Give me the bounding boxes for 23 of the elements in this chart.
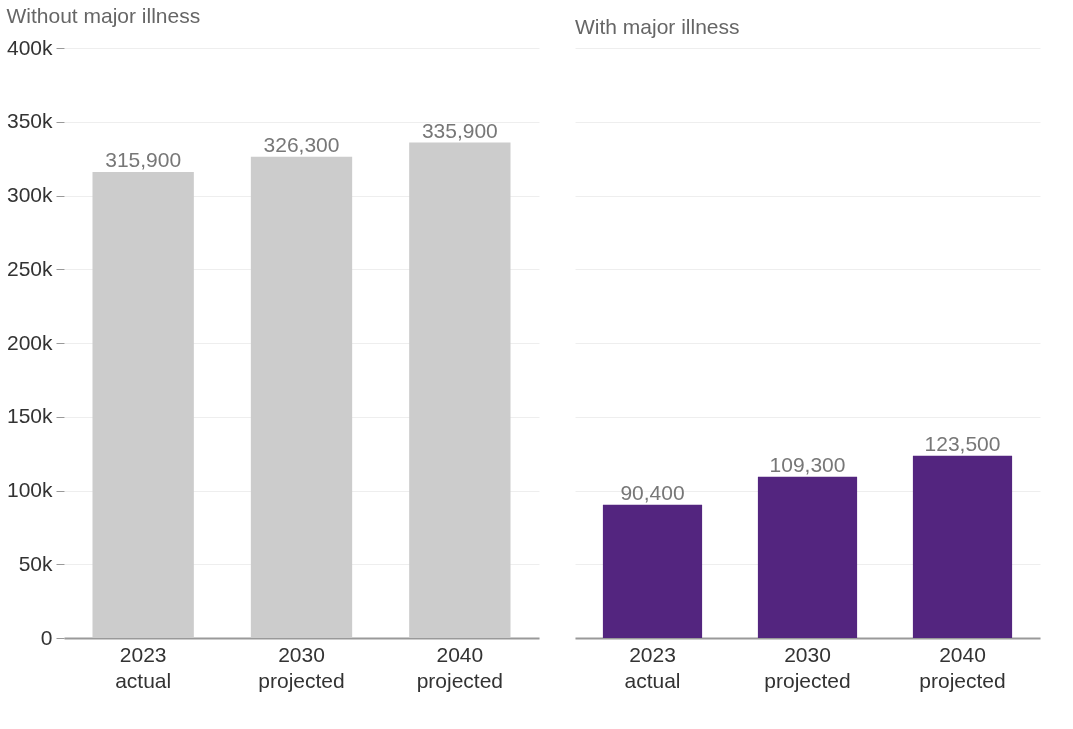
y-tick-label: 250k	[6, 256, 53, 280]
y-tick-label: 300k	[6, 183, 53, 206]
data-label: 123,500	[924, 431, 1001, 455]
x-tick-label: 2040 projected	[416, 642, 504, 692]
x-tick-label: 2030 projected	[764, 642, 851, 692]
y-tick-label: 50k	[18, 551, 53, 575]
data-label: 315,900	[105, 148, 182, 172]
x-tick-label: 2023 actual	[115, 642, 172, 692]
x-tick-label: 2030 projected	[258, 642, 345, 692]
y-tick-label: 100k	[6, 478, 53, 501]
y-tick-label: 0	[40, 625, 53, 649]
data-label: 90,400	[620, 480, 685, 504]
data-label: 109,300	[769, 452, 846, 476]
y-tick-label: 150k	[6, 404, 53, 428]
data-label: 335,900	[421, 118, 498, 142]
chart-title: Without major illness	[6, 4, 201, 27]
x-tick-label: 2023 actual	[624, 642, 681, 692]
y-tick-label: 350k	[6, 109, 53, 133]
y-tick-label: 200k	[6, 330, 53, 354]
x-tick-label: 2040 projected	[919, 642, 1006, 692]
y-tick-label: 400k	[6, 35, 53, 59]
chart-title: With major illness	[575, 15, 740, 38]
data-label: 326,300	[263, 132, 340, 156]
